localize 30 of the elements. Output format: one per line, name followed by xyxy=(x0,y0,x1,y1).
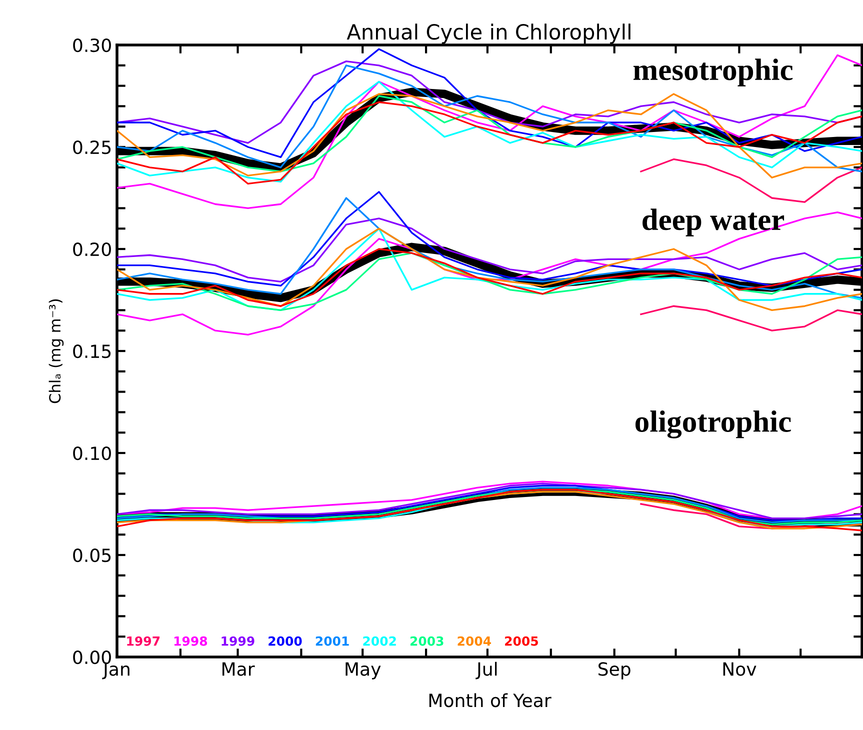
x-tick-label: May xyxy=(346,662,381,680)
text: 1998 xyxy=(174,636,208,646)
annotation: oligotrophic xyxy=(636,410,791,438)
text: 2000 xyxy=(268,636,302,646)
x-axis-title: Month of Year xyxy=(429,693,552,708)
y-tick-label: 0.00 xyxy=(73,650,111,664)
x-tick-label: Sep xyxy=(598,662,630,680)
y-tick-label: 0.25 xyxy=(73,140,111,154)
y-tick-label: 0.10 xyxy=(73,446,111,460)
text: 2004 xyxy=(458,636,491,646)
y-tick-label: 0.30 xyxy=(73,38,111,52)
annotation: mesotrophic xyxy=(633,58,793,86)
y-tick-label: 0.20 xyxy=(73,242,111,256)
text: 1999 xyxy=(222,636,254,646)
chart-title: Annual Cycle in Chlorophyll xyxy=(346,24,630,44)
line-series xyxy=(640,305,862,332)
annotation: deep water xyxy=(642,208,784,236)
y-tick-label: 0.05 xyxy=(73,548,111,562)
y-axis-title: Chlₐ (mg m⁻³) xyxy=(48,299,64,404)
x-tick-label: Nov xyxy=(723,662,756,676)
line-series xyxy=(640,158,862,203)
y-tick-label: 0.15 xyxy=(73,344,111,358)
text: 2002 xyxy=(363,636,396,646)
x-tick-label: Mar xyxy=(222,662,255,676)
text: 2001 xyxy=(316,636,349,646)
text: 2003 xyxy=(410,636,444,646)
text: 2005 xyxy=(505,636,538,646)
text: 1997 xyxy=(127,636,160,646)
x-tick-label: Jul xyxy=(476,662,497,680)
x-tick-label: Jan xyxy=(102,662,130,680)
